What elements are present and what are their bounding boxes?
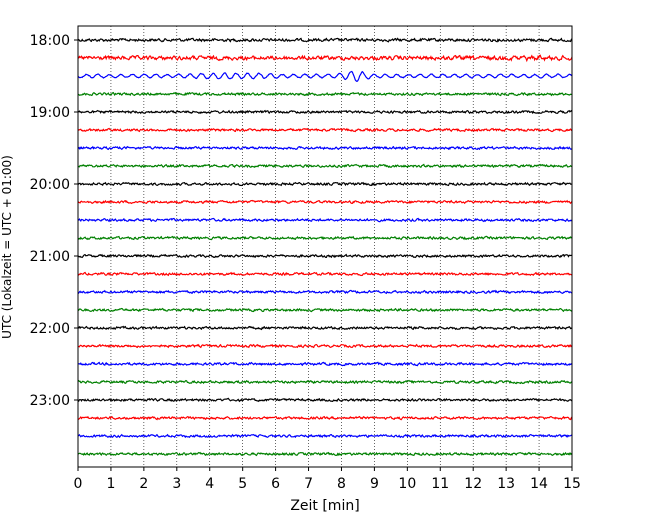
x-tick-label-10: 10 — [398, 476, 416, 492]
trace-6 — [77, 127, 573, 133]
trace-5 — [77, 109, 573, 115]
x-tick-label-12: 12 — [464, 476, 482, 492]
x-tick-label-6: 6 — [271, 476, 280, 492]
trace-12 — [77, 235, 573, 241]
trace-17 — [77, 325, 573, 331]
x-tick-label-4: 4 — [205, 476, 214, 492]
y-tick-label-21:00: 21:00 — [30, 249, 70, 265]
trace-7 — [77, 145, 573, 151]
y-tick-label-23:00: 23:00 — [30, 393, 70, 409]
trace-4 — [77, 91, 573, 97]
trace-1 — [77, 37, 573, 43]
trace-24 — [77, 451, 573, 457]
x-tick-label-11: 11 — [431, 476, 449, 492]
x-tick-label-1: 1 — [106, 476, 115, 492]
trace-13 — [77, 253, 572, 259]
x-tick-label-13: 13 — [497, 476, 515, 492]
plot-background — [78, 26, 572, 467]
trace-19 — [77, 361, 573, 367]
trace-21 — [77, 397, 573, 403]
plot-frame — [77, 25, 573, 468]
x-tick-label-0: 0 — [74, 476, 83, 492]
x-tick-label-5: 5 — [238, 476, 247, 492]
y-axis-ticks: 18:00 19:00 20:00 21:00 22:00 23:00 — [30, 33, 78, 409]
trace-3 — [77, 70, 573, 82]
seismic-traces — [77, 37, 573, 457]
trace-14 — [77, 271, 573, 277]
x-tick-label-2: 2 — [139, 476, 148, 492]
trace-23 — [77, 433, 573, 439]
trace-11 — [77, 217, 573, 223]
y-tick-label-22:00: 22:00 — [30, 321, 70, 337]
trace-15 — [77, 289, 573, 295]
trace-2 — [78, 54, 573, 63]
x-tick-label-7: 7 — [304, 476, 313, 492]
y-tick-label-20:00: 20:00 — [30, 177, 70, 193]
y-tick-label-19:00: 19:00 — [30, 105, 70, 121]
trace-18 — [77, 343, 573, 349]
trace-16 — [77, 307, 573, 313]
x-axis-ticks: 0 1 2 3 4 5 6 7 8 9 10 11 12 13 14 15 — [74, 467, 581, 492]
x-tick-label-15: 15 — [563, 476, 581, 492]
trace-10 — [77, 199, 573, 205]
x-tick-label-8: 8 — [337, 476, 346, 492]
x-tick-label-9: 9 — [370, 476, 379, 492]
y-axis-label: UTC (Lokalzeit = UTC + 01:00) — [0, 155, 14, 339]
trace-20 — [77, 379, 573, 385]
x-tick-label-3: 3 — [172, 476, 181, 492]
trace-22 — [77, 415, 573, 421]
y-tick-label-18:00: 18:00 — [30, 33, 70, 49]
trace-9 — [77, 181, 573, 187]
x-tick-label-14: 14 — [530, 476, 548, 492]
trace-8 — [77, 163, 573, 169]
x-axis-label: Zeit [min] — [290, 498, 359, 514]
